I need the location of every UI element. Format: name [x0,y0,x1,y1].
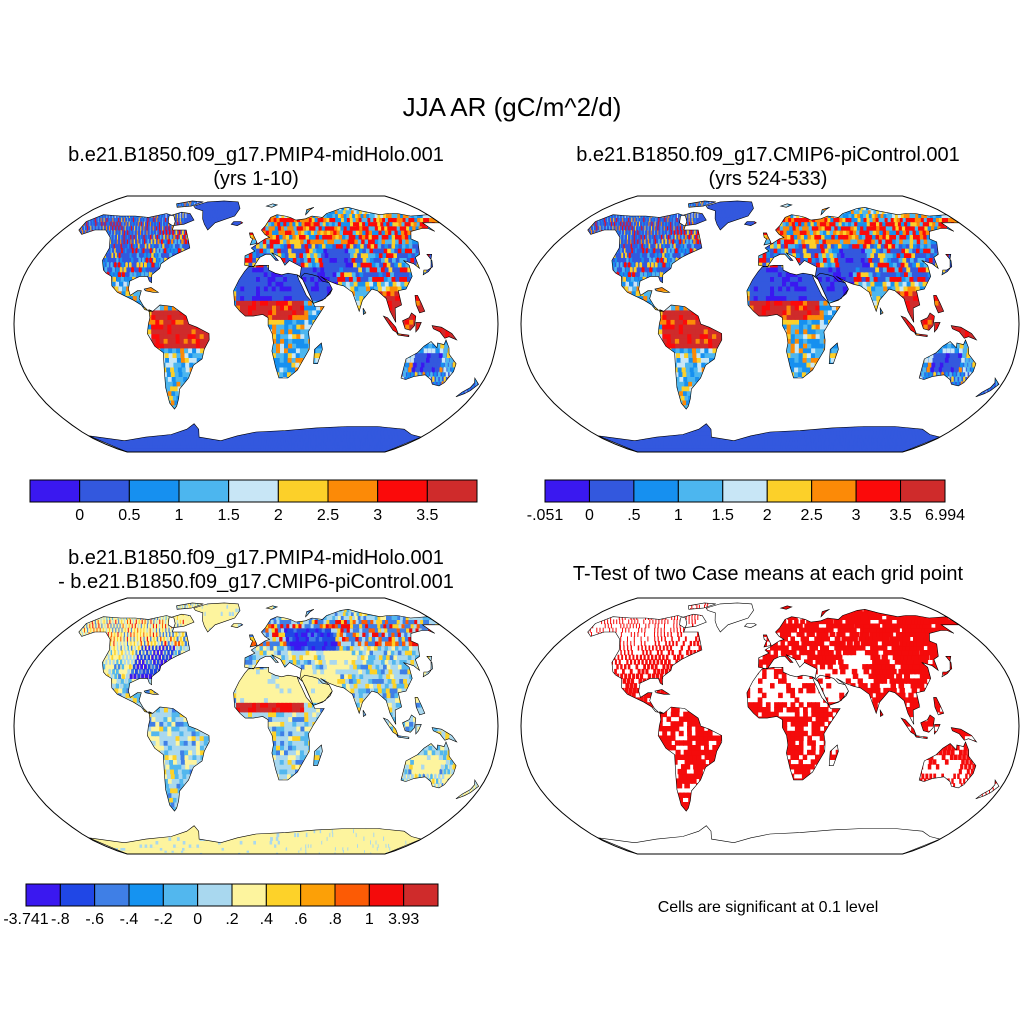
colorbar-swatch [59,883,96,907]
colorbar-tick-label: .5 [627,507,640,524]
colorbar-tick-label: 3 [852,507,861,524]
colorbar-tick-label: -.6 [85,911,104,928]
colorbar-panel3: -3.741 -.8 -.6 -.4 -.2 0 .2 .4 .6 .8 1 3.93 [3,883,439,928]
colorbar-tick-label: 2 [763,507,772,524]
colorbar-swatch [766,479,813,503]
colorbar-tick-label: -.4 [120,911,139,928]
panel2-title: b.e21.B1850.f09_g17.CMIP6-piControl.001 [512,143,1024,167]
colorbar-swatch [128,883,164,907]
colorbar-swatch [377,479,428,503]
map-panel3 [13,597,499,855]
colorbar-swatch [231,883,267,907]
colorbar-tick-label: 1 [365,911,374,928]
colorbar-swatch [900,479,946,503]
colorbar-tick-label: .8 [328,911,341,928]
colorbar-swatch [228,479,279,503]
colorbar-swatch [178,479,230,503]
colorbar-swatch [368,883,405,907]
colorbar-tick-label: 2.5 [801,507,823,524]
colorbar-swatch [277,479,329,503]
figure-title: JJA AR (gC/m^2/d) [0,92,1024,123]
map-frame [13,195,499,453]
colorbar-tick-label: 6.994 [925,507,965,524]
colorbar-tick-label: 0 [193,911,202,928]
colorbar-swatch [128,479,180,503]
colorbar-swatch [677,479,724,503]
colorbar-swatch [588,479,635,503]
colorbar-swatch [265,883,302,907]
colorbar-tick-label: 3.5 [416,507,438,524]
colorbar-tick-label: 1.5 [218,507,240,524]
colorbar-swatch [426,479,478,503]
panel4-title: T-Test of two Case means at each grid po… [512,562,1024,586]
colorbar-tick-label: -.2 [154,911,173,928]
map-coastline [78,602,479,855]
colorbar-tick-label: 0 [585,507,594,524]
colorbar-tick-label: 1 [175,507,184,524]
colorbar-panel1: 0 0.5 1 1.5 2 2.5 3 3.5 [29,479,478,524]
colorbar-tick-label: 2.5 [317,507,339,524]
map-coastline [587,602,1000,855]
colorbar-tick-label: 2 [274,507,283,524]
colorbar-swatch [403,883,439,907]
colorbar-swatch [94,883,130,907]
colorbar-tick-label: 3.5 [889,507,911,524]
colorbar-swatch [811,479,857,503]
colorbar-swatch [29,479,81,503]
significance-note: Cells are significant at 0.1 level [512,899,1024,917]
panel2-subtitle: (yrs 524-533) [512,167,1024,191]
map-coastline [78,200,479,453]
colorbar-tick-label: 3 [373,507,382,524]
colorbar-tick-label: -3.741 [3,911,48,928]
colorbar-tick-label: 1 [674,507,683,524]
colorbar-tick-label: .6 [294,911,307,928]
panel3-subtitle: - b.e21.B1850.f09_g17.CMIP6-piControl.00… [0,570,512,594]
colorbar-swatch [79,479,130,503]
panel1-subtitle: (yrs 1-10) [0,167,512,191]
map-frame [520,597,1020,855]
panel3-title: b.e21.B1850.f09_g17.PMIP4-midHolo.001 [0,546,512,570]
panel1-title: b.e21.B1850.f09_g17.PMIP4-midHolo.001 [0,143,512,167]
colorbar-swatch [334,883,370,907]
colorbar-tick-label: 0 [75,507,84,524]
colorbar-tick-label: -.8 [51,911,70,928]
colorbar-swatch [544,479,590,503]
colorbar-tick-label: .4 [260,911,273,928]
map-panel4 [520,597,1020,855]
colorbar-tick-label: 1.5 [712,507,734,524]
colorbar-swatch [327,479,379,503]
map-frame [13,597,499,855]
colorbar-swatch [855,479,902,503]
map-frame [520,195,1020,453]
map-ocean [521,196,1019,452]
colorbar-tick-label: 0.5 [118,507,140,524]
map-panel1 [13,195,499,453]
map-land-base [587,602,999,854]
map-ocean [521,598,1019,854]
map-coastline [587,200,1000,453]
map-panel2 [520,195,1020,453]
colorbar-swatch [300,883,336,907]
colorbar-tick-label: .2 [225,911,238,928]
colorbar-tick-label: -.051 [527,507,564,524]
colorbar-swatch [162,883,199,907]
colorbar-panel2: -.051 0 .5 1 1.5 2 2.5 3 3.5 6.994 [527,479,965,524]
colorbar-swatch [25,883,61,907]
colorbar-swatch [197,883,233,907]
colorbar-swatch [722,479,768,503]
map-ocean [14,196,498,452]
map-ocean [14,598,498,854]
colorbar-swatch [633,479,679,503]
colorbar-tick-label: 3.93 [388,911,419,928]
